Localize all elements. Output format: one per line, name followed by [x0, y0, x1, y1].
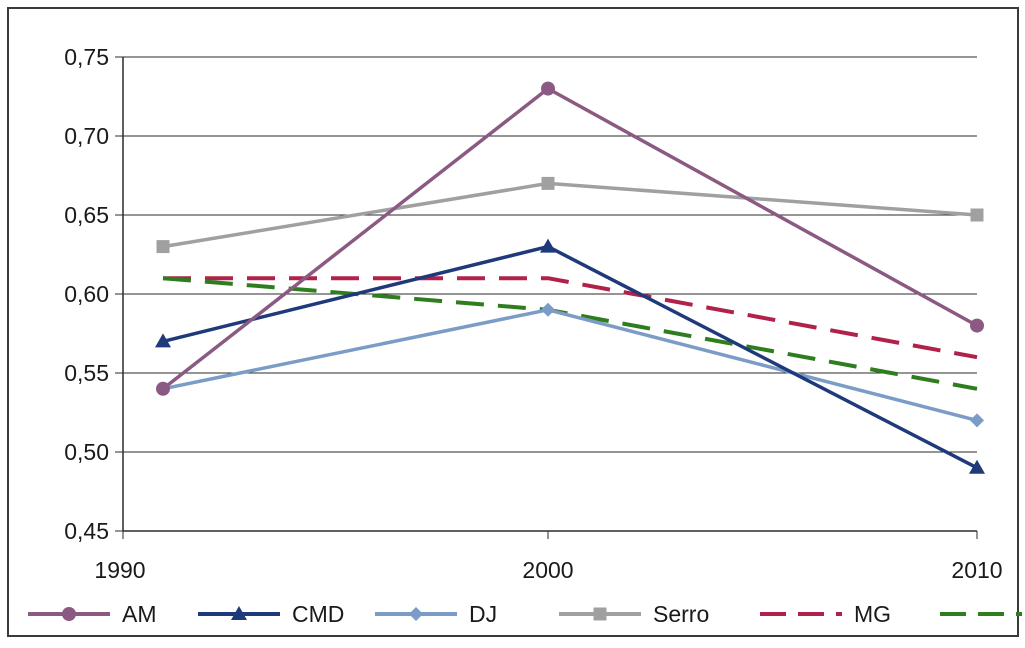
legend-item-dj: DJ [375, 601, 497, 627]
legend-label: CMD [292, 601, 344, 627]
legend-item-br: BR [940, 612, 1022, 616]
data-point [969, 459, 985, 474]
series-lines [155, 81, 985, 474]
y-tick-label: 0,50 [64, 439, 109, 465]
series-cmd [155, 238, 985, 474]
chart-border [7, 7, 1019, 637]
y-tick-label: 0,65 [64, 202, 109, 228]
y-tick-label: 0,60 [64, 281, 109, 307]
tick-labels: 0,45 0,50 0,55 0,60 0,65 0,70 0,75 1990 2000 2010 [64, 44, 1002, 583]
legend-marker [593, 607, 607, 621]
legend-item-serro: Serro [559, 601, 709, 627]
x-tick-label: 2010 [951, 557, 1002, 583]
data-point [970, 208, 984, 222]
data-point [970, 318, 984, 333]
legend-item-mg: MG [760, 601, 891, 627]
y-tick-label: 0,75 [64, 44, 109, 70]
data-point [541, 81, 555, 96]
x-tick-label: 1990 [94, 557, 145, 583]
axes [115, 56, 978, 539]
series-am [156, 81, 984, 396]
y-tick-label: 0,45 [64, 518, 109, 544]
legend-label: MG [854, 601, 891, 627]
legend-label: AM [122, 601, 157, 627]
series-serro [156, 176, 984, 254]
data-point [155, 333, 171, 348]
data-point [156, 240, 170, 254]
legend-marker [231, 606, 247, 620]
y-tick-label: 0,55 [64, 360, 109, 386]
legend-marker [409, 607, 423, 621]
legend-label: Serro [653, 601, 709, 627]
series-line [163, 276, 978, 360]
gridlines [123, 56, 977, 453]
series-mg [163, 276, 978, 360]
legend-item-cmd: CMD [198, 601, 344, 627]
legend-item-am: AM [28, 601, 157, 627]
data-point [970, 413, 984, 428]
legend: AM CMD DJ Serro MG BR [28, 601, 1022, 627]
data-point [540, 238, 556, 253]
data-point [541, 176, 555, 190]
legend-label: DJ [469, 601, 497, 627]
data-point [156, 381, 170, 396]
legend-marker [62, 607, 76, 621]
x-tick-label: 2000 [522, 557, 573, 583]
y-tick-label: 0,70 [64, 123, 109, 149]
data-point [541, 302, 555, 317]
